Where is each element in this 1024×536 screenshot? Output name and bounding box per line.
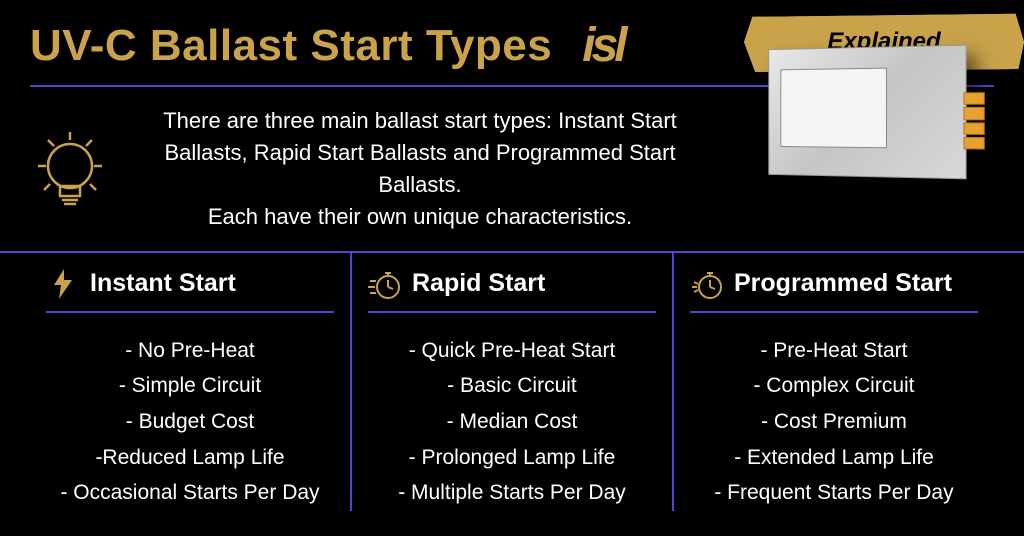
lightbulb-icon [30, 124, 110, 214]
list-item: - No Pre-Heat [46, 333, 334, 369]
logo: isl [582, 18, 623, 73]
list-item: - Frequent Starts Per Day [690, 475, 978, 511]
list-item: -Reduced Lamp Life [46, 440, 334, 476]
column-title: Rapid Start [412, 269, 545, 298]
column-instant-start: Instant Start - No Pre-Heat - Simple Cir… [30, 253, 352, 511]
list-item: - Budget Cost [46, 404, 334, 440]
column-header: Instant Start [46, 267, 334, 313]
column-list: - Pre-Heat Start - Complex Circuit - Cos… [690, 333, 978, 511]
list-item: - Prolonged Lamp Life [368, 440, 656, 476]
list-item: - Complex Circuit [690, 368, 978, 404]
bolt-icon [46, 267, 80, 301]
list-item: - Basic Circuit [368, 368, 656, 404]
column-title: Programmed Start [734, 269, 952, 298]
column-programmed-start: Programmed Start - Pre-Heat Start - Comp… [674, 253, 994, 511]
list-item: - Pre-Heat Start [690, 333, 978, 369]
column-header: Programmed Start [690, 267, 978, 313]
ballast-device-image [764, 47, 1014, 202]
list-item: - Cost Premium [690, 404, 978, 440]
intro-text: There are three main ballast start types… [140, 105, 700, 233]
logo-text: isl [582, 18, 623, 73]
list-item: - Multiple Starts Per Day [368, 475, 656, 511]
column-list: - No Pre-Heat - Simple Circuit - Budget … [46, 333, 334, 511]
stopwatch-icon [690, 267, 724, 301]
list-item: - Quick Pre-Heat Start [368, 333, 656, 369]
columns: Instant Start - No Pre-Heat - Simple Cir… [0, 251, 1024, 511]
list-item: - Extended Lamp Life [690, 440, 978, 476]
column-rapid-start: Rapid Start - Quick Pre-Heat Start - Bas… [352, 253, 674, 511]
stopwatch-fast-icon [368, 267, 402, 301]
column-title: Instant Start [90, 269, 236, 298]
page-title: UV-C Ballast Start Types [30, 21, 552, 71]
intro-section: There are three main ballast start types… [0, 87, 1024, 251]
list-item: - Median Cost [368, 404, 656, 440]
column-header: Rapid Start [368, 267, 656, 313]
column-list: - Quick Pre-Heat Start - Basic Circuit -… [368, 333, 656, 511]
list-item: - Occasional Starts Per Day [46, 475, 334, 511]
list-item: - Simple Circuit [46, 368, 334, 404]
